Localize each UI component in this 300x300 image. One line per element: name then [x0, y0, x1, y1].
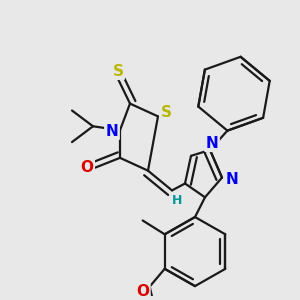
Text: S: S: [112, 64, 124, 79]
Text: N: N: [106, 124, 118, 139]
Text: O: O: [80, 160, 94, 175]
Text: N: N: [226, 172, 238, 187]
Text: N: N: [206, 136, 218, 151]
Text: H: H: [172, 194, 182, 207]
Text: O: O: [136, 284, 149, 299]
Text: S: S: [160, 105, 172, 120]
